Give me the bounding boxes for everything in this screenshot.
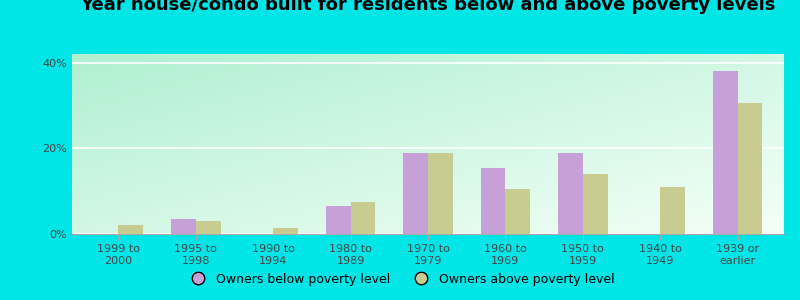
Bar xyxy=(196,221,221,234)
Bar xyxy=(118,225,143,234)
Bar xyxy=(506,189,530,234)
Bar xyxy=(582,174,607,234)
Bar xyxy=(350,202,375,234)
Bar xyxy=(428,153,453,234)
Bar xyxy=(713,71,738,234)
Bar xyxy=(660,187,685,234)
Bar xyxy=(738,103,762,234)
Bar xyxy=(326,206,350,234)
Bar xyxy=(481,168,506,234)
Title: Year house/condo built for residents below and above poverty levels: Year house/condo built for residents bel… xyxy=(80,0,776,14)
Bar xyxy=(171,219,196,234)
Bar xyxy=(558,153,582,234)
Bar xyxy=(403,153,428,234)
Bar xyxy=(274,228,298,234)
Legend: Owners below poverty level, Owners above poverty level: Owners below poverty level, Owners above… xyxy=(181,268,619,291)
